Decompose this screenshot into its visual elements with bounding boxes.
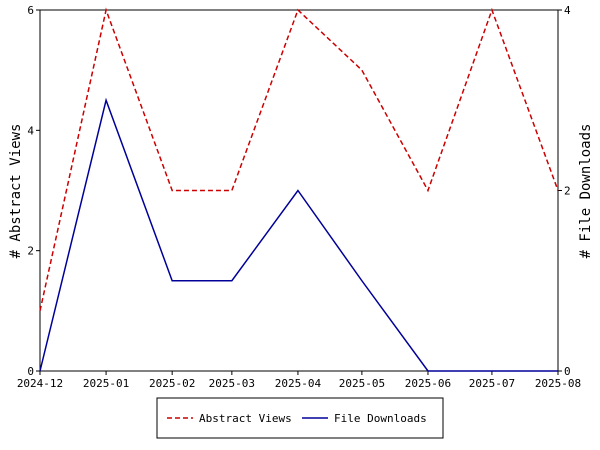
x-tick-label: 2025-03 xyxy=(209,377,255,390)
line-series xyxy=(39,7,559,311)
x-tick-label: 2025-02 xyxy=(149,377,195,390)
legend-label: Abstract Views xyxy=(199,412,292,425)
legend-box xyxy=(156,397,444,439)
y-tick-label: 2 xyxy=(27,245,34,258)
y2-tick-label: 0 xyxy=(564,365,571,378)
y-tick-label: 0 xyxy=(27,365,34,378)
x-tick-label: 2025-08 xyxy=(535,377,581,390)
x-tick-label: 2025-04 xyxy=(275,377,322,390)
y-axis-title: # Abstract Views xyxy=(8,124,24,259)
y-tick-label: 6 xyxy=(27,4,34,17)
legend-label: File Downloads xyxy=(334,412,427,425)
plot-frame xyxy=(39,9,559,372)
y2-axis-title: # File Downloads xyxy=(578,124,594,259)
x-tick-label: 2025-07 xyxy=(469,377,515,390)
y-tick-label: 4 xyxy=(27,124,34,137)
y2-tick-label: 2 xyxy=(564,185,571,198)
x-tick-label: 2025-01 xyxy=(83,377,129,390)
line-series xyxy=(39,97,558,372)
x-tick-label: 2024-12 xyxy=(17,377,63,390)
y2-tick-label: 4 xyxy=(564,4,571,17)
x-tick-label: 2025-05 xyxy=(339,377,385,390)
x-tick-label: 2025-06 xyxy=(405,377,451,390)
